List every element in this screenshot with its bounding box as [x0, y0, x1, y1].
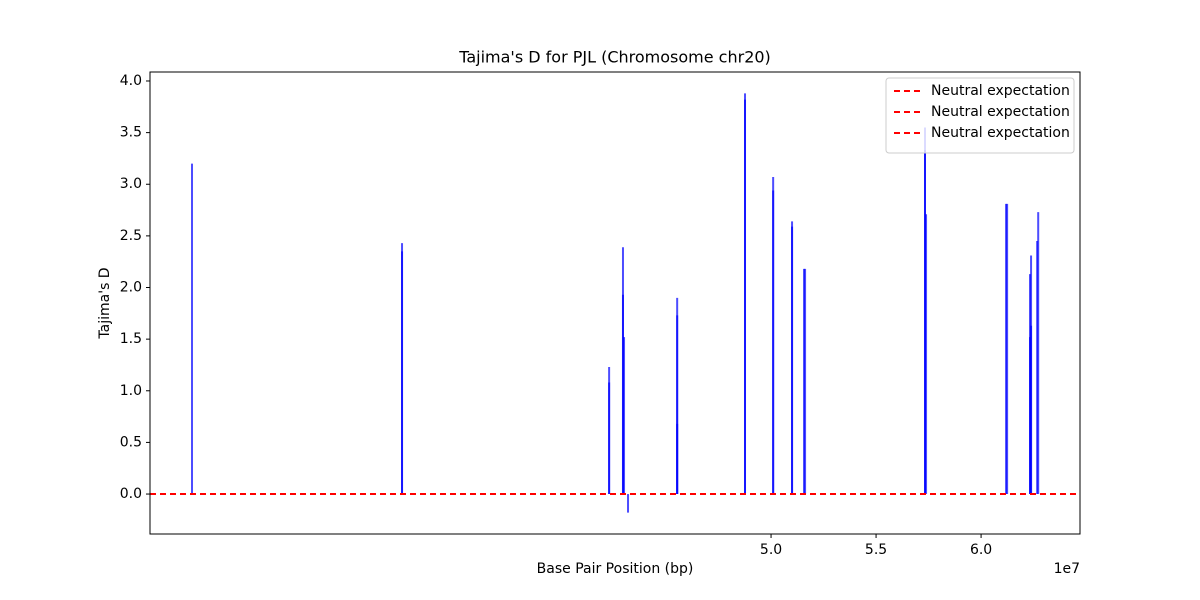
- legend-box: [885, 77, 1075, 154]
- y-tick-label: 3.0: [120, 176, 142, 192]
- x-tick-label: 6.0: [970, 542, 992, 558]
- x-tick-label: 5.5: [865, 542, 887, 558]
- chart-title: Tajima's D for PJL (Chromosome chr20): [458, 48, 771, 67]
- y-tick-label: 3.5: [120, 125, 142, 141]
- legend-label: Neutral expectation: [931, 83, 1070, 99]
- y-tick-label: 2.0: [120, 280, 142, 296]
- plot-frame: [149, 71, 1081, 535]
- y-tick-label: 1.0: [120, 383, 142, 399]
- y-axis-label: Tajima's D: [97, 267, 113, 339]
- y-tick-label: 2.5: [120, 228, 142, 244]
- legend-label: Neutral expectation: [931, 125, 1070, 141]
- y-tick-label: 1.5: [120, 331, 142, 347]
- y-tick-label: 0.5: [120, 434, 142, 450]
- x-offset-label: 1e7: [1054, 561, 1080, 577]
- y-tick-label: 4.0: [120, 73, 142, 89]
- legend-label: Neutral expectation: [931, 104, 1070, 120]
- y-tick-label: 0.0: [120, 486, 142, 502]
- x-tick-label: 5.0: [760, 542, 782, 558]
- x-axis-label: Base Pair Position (bp): [537, 561, 694, 577]
